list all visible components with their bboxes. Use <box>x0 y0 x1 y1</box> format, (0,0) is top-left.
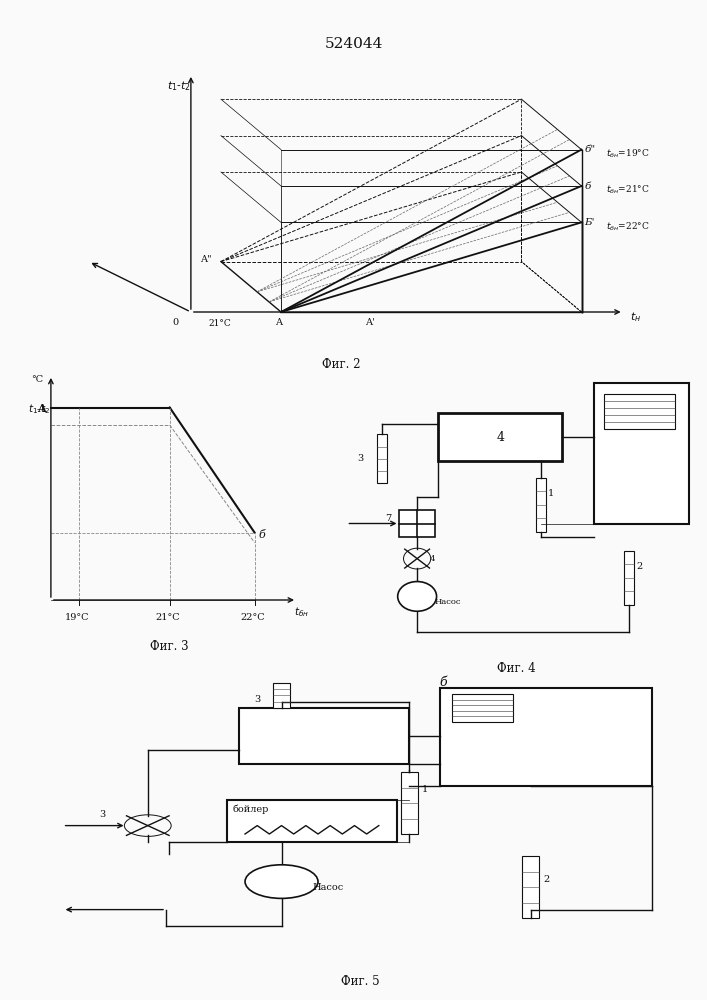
Bar <box>399 510 435 537</box>
Bar <box>536 478 546 532</box>
Text: Фиг. 2: Фиг. 2 <box>322 358 361 371</box>
Text: 2: 2 <box>636 562 643 571</box>
Circle shape <box>397 582 437 611</box>
Bar <box>452 694 513 722</box>
Text: Фиг. 3: Фиг. 3 <box>151 640 189 653</box>
Text: 7: 7 <box>385 514 392 523</box>
Bar <box>522 856 539 918</box>
Text: 1: 1 <box>548 489 554 498</box>
Bar <box>273 683 290 708</box>
Text: 22°C: 22°C <box>240 613 265 622</box>
Text: A: A <box>275 318 282 327</box>
Text: б": б" <box>585 145 595 154</box>
Text: °C: °C <box>31 375 43 384</box>
Bar <box>438 413 562 461</box>
Text: $t_н$: $t_н$ <box>630 310 641 324</box>
Text: 4: 4 <box>496 431 504 444</box>
Text: A": A" <box>200 255 211 264</box>
Text: б: б <box>440 676 448 689</box>
Text: A: A <box>37 403 45 414</box>
Text: 524044: 524044 <box>325 37 382 51</box>
Text: б: б <box>585 182 591 191</box>
Text: 21°C: 21°C <box>209 319 232 328</box>
Bar <box>440 688 653 786</box>
Text: Фиг. 4: Фиг. 4 <box>497 662 535 675</box>
Text: $t_{бн}$=22°C: $t_{бн}$=22°C <box>606 220 649 233</box>
Text: Б': Б' <box>585 218 595 227</box>
Text: 3: 3 <box>357 454 363 463</box>
Text: Насос: Насос <box>312 883 343 892</box>
Bar <box>594 383 689 524</box>
Text: 21°C: 21°C <box>156 613 180 622</box>
Text: $t_{бн}$=21°C: $t_{бн}$=21°C <box>606 184 649 196</box>
Bar <box>401 772 418 834</box>
Text: A': A' <box>366 318 375 327</box>
Text: $t_1$-$t_2$: $t_1$-$t_2$ <box>28 402 51 416</box>
Bar <box>377 434 387 483</box>
Text: 1: 1 <box>421 785 428 794</box>
Text: $t_{бн}$=19°C: $t_{бн}$=19°C <box>606 148 649 160</box>
Bar <box>624 550 634 604</box>
Text: бойлер: бойлер <box>233 804 269 814</box>
Text: $t_1$-$t_2$: $t_1$-$t_2$ <box>167 80 191 93</box>
Text: б: б <box>259 530 266 540</box>
Bar <box>239 708 409 764</box>
Bar <box>227 800 397 842</box>
Text: 3: 3 <box>99 810 105 819</box>
Text: 2: 2 <box>543 875 549 884</box>
Circle shape <box>245 865 318 898</box>
Text: 3: 3 <box>255 695 260 704</box>
Text: Фиг. 5: Фиг. 5 <box>341 975 380 988</box>
Text: $t_{бн}$: $t_{бн}$ <box>294 605 309 619</box>
Text: Насос: Насос <box>435 598 461 606</box>
Text: 4: 4 <box>430 555 435 563</box>
Bar <box>604 394 675 429</box>
Text: 0: 0 <box>173 318 179 327</box>
Text: 19°C: 19°C <box>65 613 90 622</box>
